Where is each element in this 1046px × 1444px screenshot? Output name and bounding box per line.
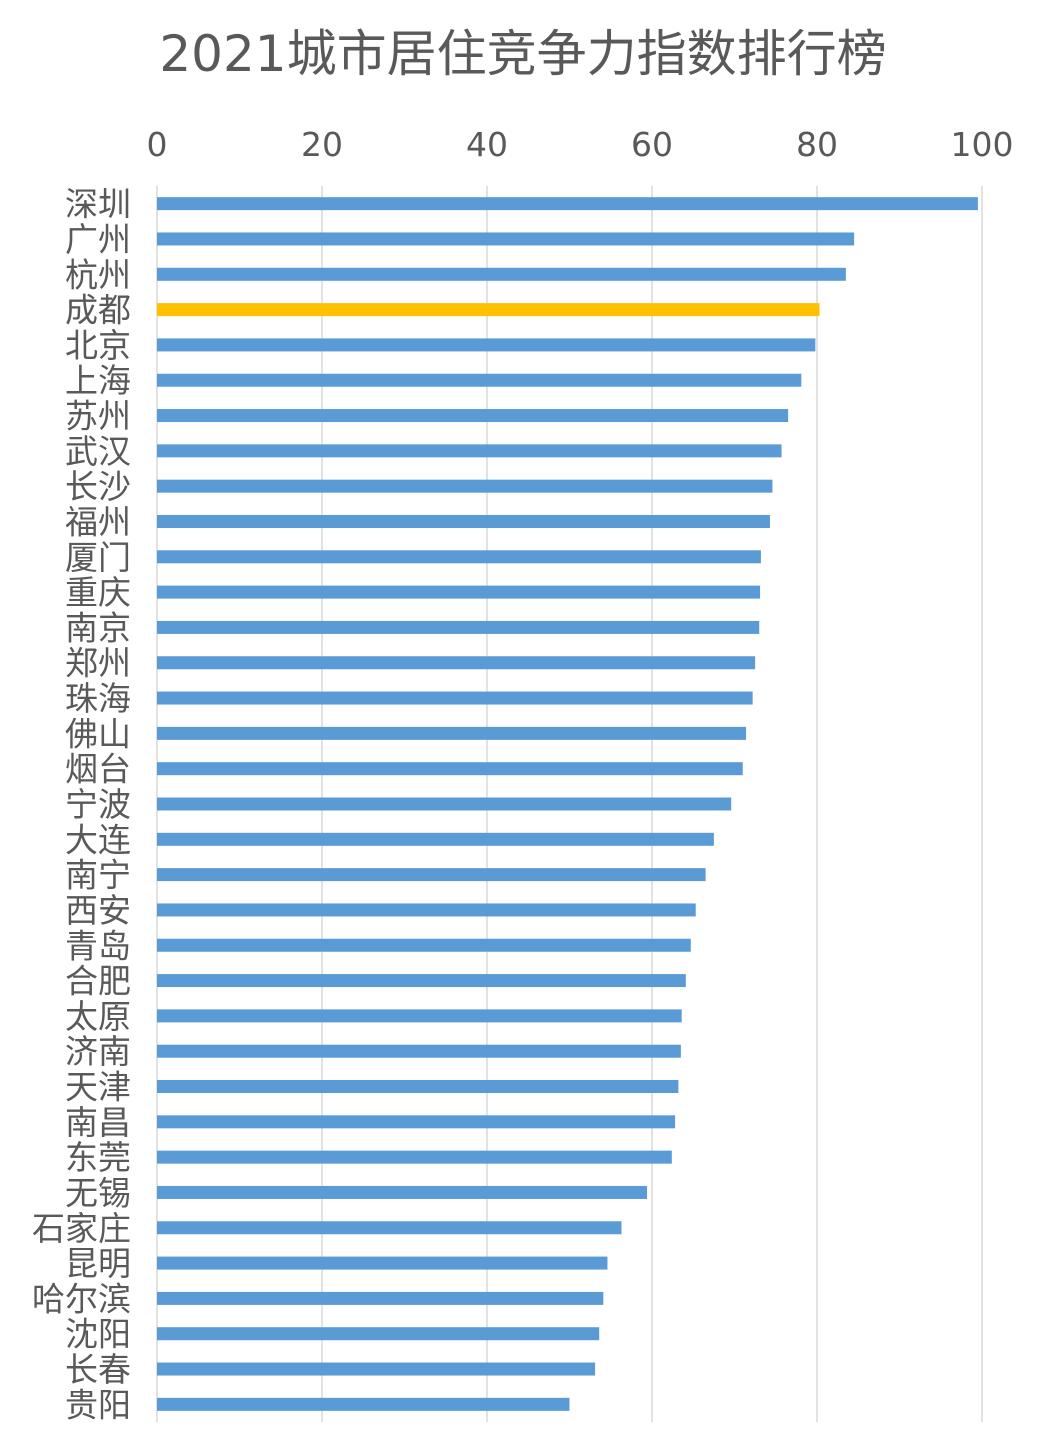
bar-17 <box>157 797 732 811</box>
bar-27 <box>157 1150 672 1164</box>
bar-32 <box>157 1327 600 1341</box>
category-label: 烟台 <box>65 750 131 789</box>
category-label: 哈尔滨 <box>32 1279 131 1318</box>
category-label: 合肥 <box>65 962 131 1001</box>
x-tick-label: 80 <box>796 125 838 164</box>
category-label: 佛山 <box>65 714 131 753</box>
bar-16 <box>157 762 743 776</box>
bar-34 <box>157 1397 570 1411</box>
bar-22 <box>157 974 686 988</box>
category-label: 珠海 <box>65 679 131 718</box>
category-label: 沈阳 <box>65 1315 131 1354</box>
bar-18 <box>157 832 714 846</box>
bar-24 <box>157 1044 681 1058</box>
category-label: 青岛 <box>65 926 131 965</box>
category-label: 杭州 <box>65 255 131 294</box>
category-label: 昆明 <box>65 1244 131 1283</box>
chart-title: 2021城市居住竞争力指数排行榜 <box>159 25 887 83</box>
category-label: 大连 <box>65 820 131 859</box>
bar-2 <box>157 267 846 281</box>
category-label: 南昌 <box>65 1103 131 1142</box>
category-label: 太原 <box>65 997 131 1036</box>
bar-23 <box>157 1009 682 1023</box>
bar-31 <box>157 1291 604 1305</box>
bar-4 <box>157 338 816 352</box>
bar-6 <box>157 409 789 423</box>
category-label: 无锡 <box>65 1173 131 1212</box>
bar-8 <box>157 479 773 493</box>
category-label: 广州 <box>65 220 131 259</box>
bar-12 <box>157 620 760 634</box>
bar-33 <box>157 1362 596 1376</box>
category-label: 东莞 <box>65 1138 131 1177</box>
category-label: 重庆 <box>65 573 131 612</box>
bar-0 <box>157 197 978 211</box>
category-label: 深圳 <box>65 185 131 224</box>
category-label: 石家庄 <box>32 1209 131 1248</box>
bar-21 <box>157 938 691 952</box>
category-label: 北京 <box>65 326 131 365</box>
category-label: 济南 <box>65 1032 131 1071</box>
category-label: 郑州 <box>65 644 131 683</box>
x-tick-label: 20 <box>301 125 343 164</box>
category-label: 南京 <box>65 608 131 647</box>
category-label: 南宁 <box>65 856 131 895</box>
category-label: 苏州 <box>65 397 131 436</box>
bar-9 <box>157 514 770 528</box>
category-label: 成都 <box>65 291 131 330</box>
bar-13 <box>157 656 756 670</box>
bar-26 <box>157 1115 676 1129</box>
category-labels: 深圳广州杭州成都北京上海苏州武汉长沙福州厦门重庆南京郑州珠海佛山烟台宁波大连南宁… <box>32 185 131 1425</box>
bars <box>157 197 978 1411</box>
bar-3 <box>157 303 820 317</box>
bar-1 <box>157 232 855 246</box>
category-label: 武汉 <box>65 432 131 471</box>
bar-19 <box>157 868 706 882</box>
bar-14 <box>157 691 753 705</box>
x-axis-tick-labels: 0 20 40 60 80 100 <box>147 125 1014 164</box>
bar-29 <box>157 1221 622 1235</box>
category-label: 福州 <box>65 502 131 541</box>
bar-10 <box>157 550 761 564</box>
bar-15 <box>157 726 747 740</box>
x-tick-label: 60 <box>631 125 673 164</box>
category-label: 西安 <box>65 891 131 930</box>
bar-20 <box>157 903 696 917</box>
category-label: 长春 <box>65 1350 131 1389</box>
x-tick-label: 100 <box>951 125 1014 164</box>
bar-7 <box>157 444 782 458</box>
category-label: 宁波 <box>65 785 131 824</box>
bar-28 <box>157 1185 648 1199</box>
bar-30 <box>157 1256 608 1270</box>
bar-5 <box>157 373 802 387</box>
x-tick-label: 40 <box>466 125 508 164</box>
x-tick-label: 0 <box>147 125 168 164</box>
bar-25 <box>157 1080 679 1094</box>
category-label: 上海 <box>65 361 131 400</box>
category-label: 长沙 <box>65 467 131 506</box>
bar-11 <box>157 585 761 599</box>
category-label: 天津 <box>65 1068 131 1107</box>
category-label: 厦门 <box>65 538 131 577</box>
category-label: 贵阳 <box>65 1385 131 1424</box>
